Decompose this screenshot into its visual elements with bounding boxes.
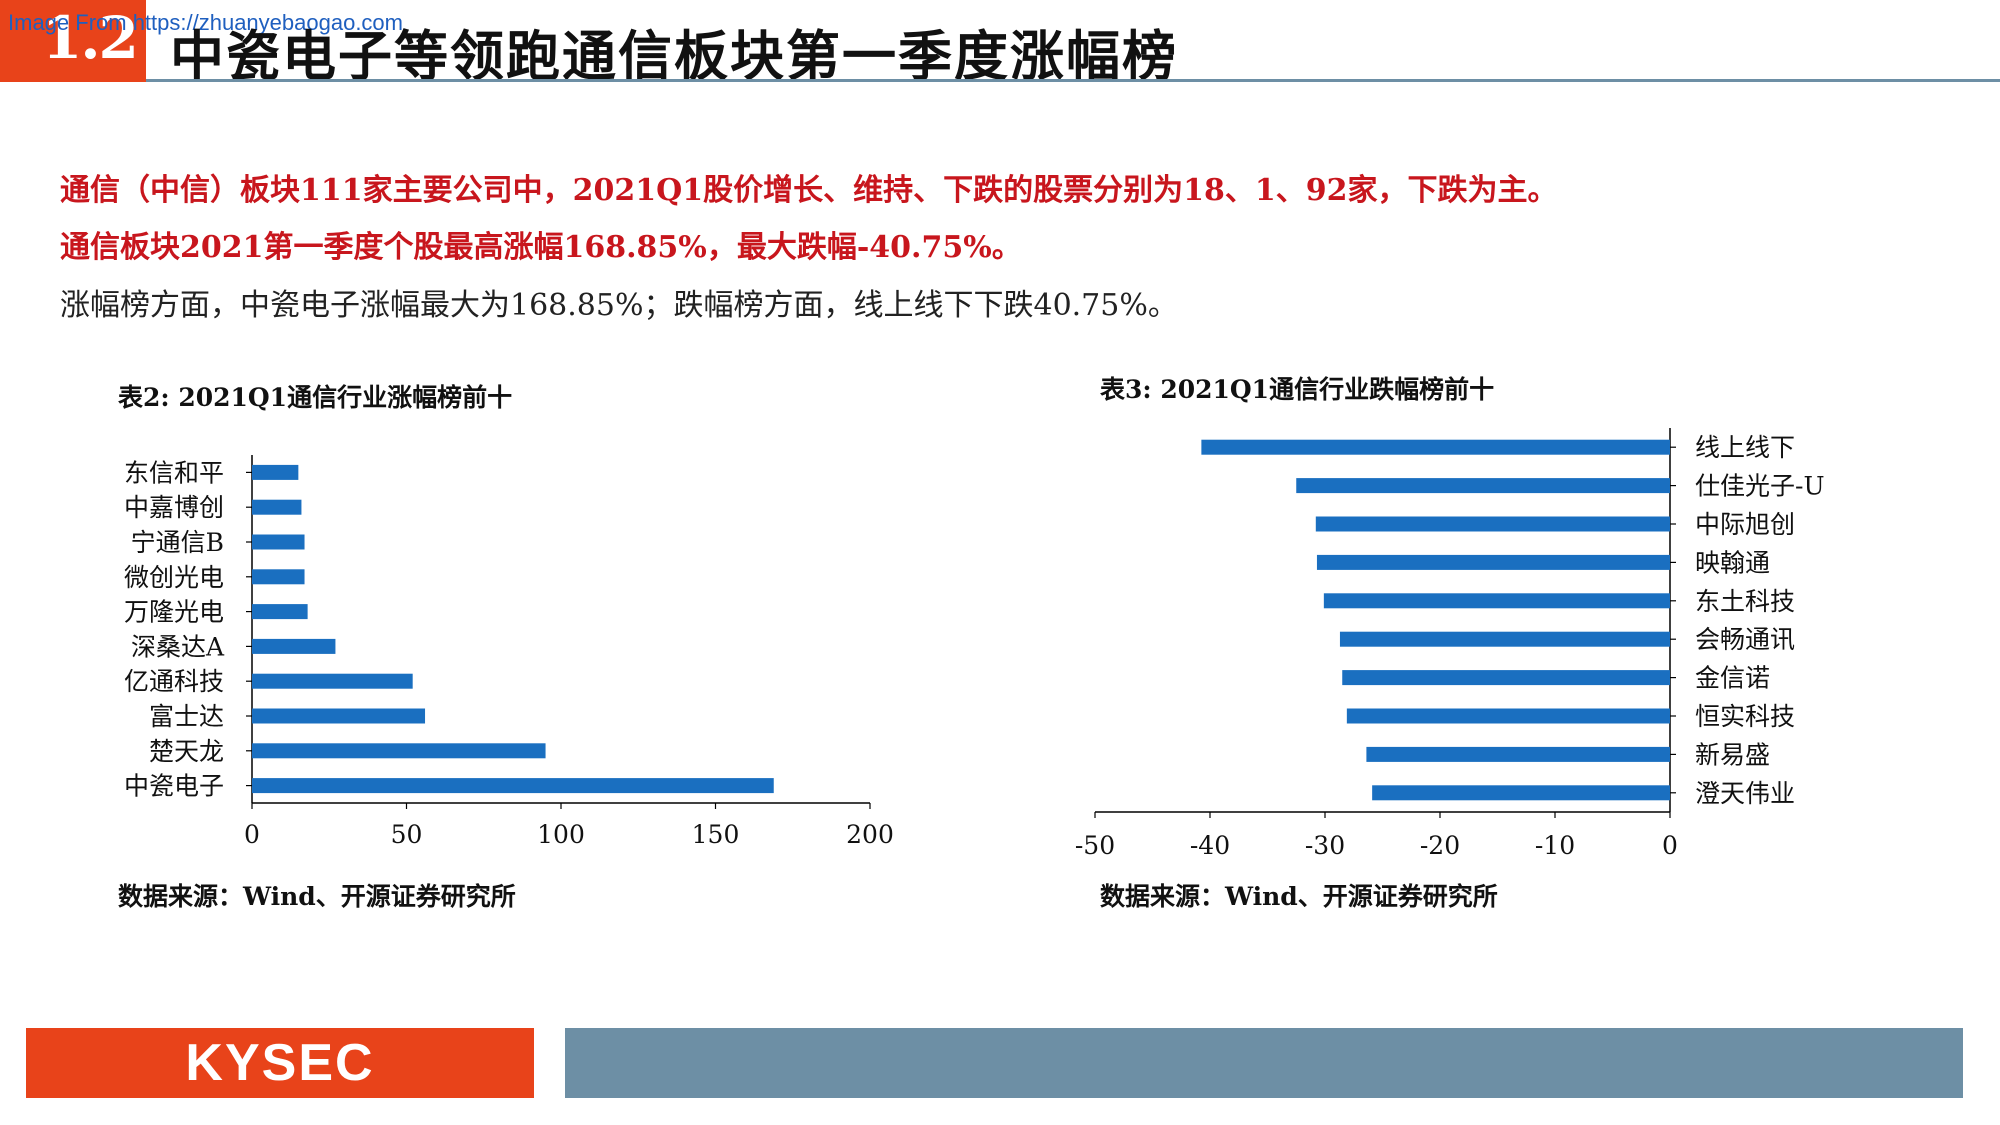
chart-2-category-label: 中际旭创: [1695, 510, 1795, 539]
chart-2-bar: [1366, 746, 1670, 762]
footer-bar: [565, 1028, 1963, 1098]
chart-1-category-label: 万隆光电: [124, 598, 224, 627]
chart-2-x-tick-label: -10: [1535, 831, 1575, 860]
chart-2-category-label: 新易盛: [1695, 740, 1770, 769]
chart-1-bar: [252, 673, 413, 689]
chart-2-category-label: 仕佳光子-U: [1695, 472, 1825, 501]
chart-1-bar: [252, 569, 305, 585]
chart-1-category-label: 亿通科技: [124, 667, 224, 696]
kysec-logo: KYSEC: [26, 1028, 534, 1098]
chart-2-x-tick-label: -20: [1420, 831, 1460, 860]
chart-1-source: 数据来源：Wind、开源证券研究所: [118, 882, 516, 911]
lead-line-1: 通信（中信）板块111家主要公司中，2021Q1股价增长、维持、下跌的股票分别为…: [60, 173, 1558, 208]
chart-1-bar: [252, 743, 546, 759]
kysec-logo-text: KYSEC: [185, 1034, 375, 1092]
chart-2-category-label: 映翰通: [1695, 548, 1770, 577]
chart-1-category-label: 宁通信B: [131, 528, 224, 557]
chart-1-category-label: 中嘉博创: [124, 493, 224, 522]
chart-2-bar: [1372, 785, 1670, 801]
chart-2-category-label: 恒实科技: [1695, 702, 1795, 731]
chart-2-category-label: 金信诺: [1695, 664, 1770, 693]
chart-1-title: 表2: 2021Q1通信行业涨幅榜前十: [118, 383, 513, 412]
chart-1-bar: [252, 778, 774, 794]
chart-1-x-tick-label: 0: [244, 820, 260, 849]
lead-line-2: 通信板块2021第一季度个股最高涨幅168.85%，最大跌幅-40.75%。: [60, 230, 1022, 265]
chart-2-x-tick-label: -50: [1075, 831, 1115, 860]
chart-1-bar: [252, 708, 426, 724]
chart-2-bar: [1201, 439, 1670, 455]
chart-1-bar: [252, 499, 302, 515]
chart-1-category-label: 东信和平: [124, 458, 224, 487]
page-title: 中瓷电子等领跑通信板块第一季度涨幅榜: [170, 24, 1178, 88]
chart-1-category-label: 楚天龙: [149, 737, 224, 766]
chart-2-category-label: 东土科技: [1695, 587, 1795, 616]
chart-2-bar: [1346, 708, 1670, 724]
chart-2-source: 数据来源：Wind、开源证券研究所: [1100, 882, 1498, 911]
body-text: 涨幅榜方面，中瓷电子涨幅最大为168.85%；跌幅榜方面，线上线下下跌40.75…: [60, 288, 1178, 323]
chart-1-bar: [252, 534, 305, 550]
title-divider: [146, 79, 2000, 82]
chart-2-bar: [1339, 631, 1670, 647]
chart-1-category-label: 微创光电: [124, 563, 224, 592]
chart-1-bar: [252, 638, 336, 654]
chart-2-category-label: 澄天伟业: [1695, 779, 1795, 808]
chart-1-x-tick-label: 50: [391, 820, 423, 849]
section-number-box: 1.2: [0, 0, 146, 82]
chart-1-category-label: 中瓷电子: [124, 772, 224, 801]
chart-2-category-label: 会畅通讯: [1695, 625, 1795, 654]
chart-2-bar: [1316, 554, 1670, 570]
section-number: 1.2: [42, 4, 139, 72]
chart-1-bar: [252, 464, 299, 480]
watermark-text: Image From https://zhuanyebaogao.com: [8, 10, 403, 35]
chart-1-bar: [252, 604, 308, 620]
chart-2-x-tick-label: -30: [1305, 831, 1345, 860]
chart-1-category-label: 富士达: [149, 702, 224, 731]
chart-2-bar: [1323, 593, 1670, 609]
chart-2-bar: [1296, 478, 1670, 494]
chart-1-x-tick-label: 150: [692, 820, 740, 849]
chart-1-category-label: 深桑达A: [131, 632, 225, 661]
chart-2-x-tick-label: 0: [1662, 831, 1678, 860]
chart-2-x-tick-label: -40: [1190, 831, 1230, 860]
chart-2-bar: [1315, 516, 1670, 532]
chart-1-x-tick-label: 200: [846, 820, 894, 849]
chart-2-category-label: 线上线下: [1695, 433, 1795, 462]
chart-1-x-tick-label: 100: [537, 820, 585, 849]
chart-2-bar: [1342, 670, 1670, 686]
chart-2-title: 表3: 2021Q1通信行业跌幅榜前十: [1100, 375, 1495, 404]
